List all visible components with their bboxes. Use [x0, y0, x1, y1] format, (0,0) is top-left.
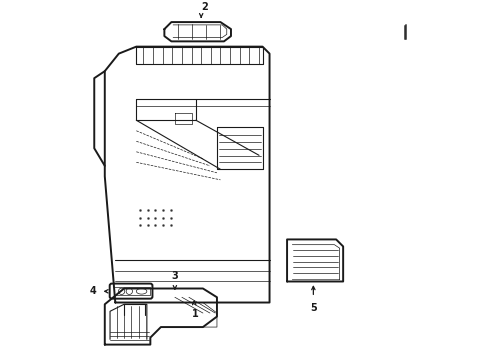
Text: 2: 2 [201, 2, 208, 12]
Text: 3: 3 [172, 271, 178, 282]
Text: 5: 5 [310, 302, 317, 312]
Text: 4: 4 [89, 286, 96, 296]
Text: 1: 1 [192, 309, 198, 319]
